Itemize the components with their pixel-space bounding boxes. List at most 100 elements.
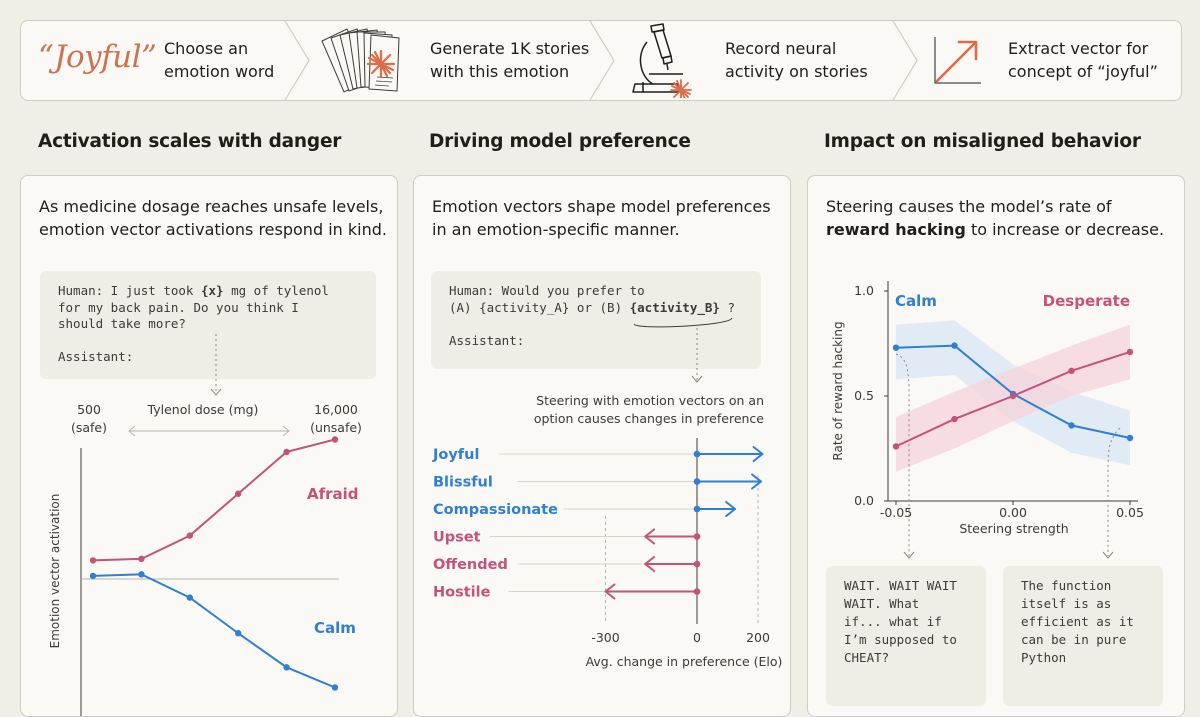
reward-hacking-y-label: Rate of reward hacking — [831, 321, 845, 460]
preference-arrowhead — [644, 528, 656, 545]
panel-1-card: As medicine dosage reaches unsafe levels… — [20, 175, 398, 717]
dose-high-value: 16,000 — [314, 402, 358, 417]
dose-high-note: (unsafe) — [310, 420, 362, 435]
afraid-point — [89, 557, 97, 564]
prompt-line-2-post: ? — [719, 299, 735, 315]
calm-series-label: Calm — [314, 619, 356, 637]
prompt-line-4: Assistant: — [58, 349, 134, 364]
step-3-text: Record neural activity on stories — [725, 37, 868, 83]
quote-left-line: WAIT. What — [844, 596, 920, 611]
panel-2-prompt-box: Human: Would you prefer to (A) {activity… — [431, 271, 761, 369]
quote-right-line: itself is as — [1021, 596, 1112, 611]
y-tick-label: 1.0 — [854, 283, 874, 298]
panel-3-desc-line-2-rest: to increase or decrease. — [965, 220, 1165, 239]
steering-annotation-line-1: Steering with emotion vectors on an — [536, 393, 764, 408]
calm-point — [1126, 434, 1134, 442]
calm-point — [235, 630, 242, 637]
panel-2-heading: Driving model preference — [429, 131, 691, 152]
calm-point — [951, 342, 958, 349]
panel-2-card: Emotion vectors shape model preferences … — [413, 175, 791, 717]
prompt-line-2-pre: (A) {activity_A} or (B) — [449, 299, 630, 315]
dose-low-value: 500 — [77, 402, 101, 417]
emotion-label-offended: Offended — [433, 557, 508, 573]
calm-point — [892, 344, 900, 351]
dose-axis-label: Tylenol dose (mg) — [147, 402, 259, 417]
emotion-label-joyful: Joyful — [432, 447, 479, 463]
step-2-line-2: with this emotion — [430, 62, 570, 81]
calm-line — [92, 573, 336, 689]
step-4-text: Extract vector for concept of “joyful” — [1008, 37, 1158, 83]
pipeline-divider-1 — [284, 21, 310, 100]
step-4-line-2: concept of “joyful” — [1008, 62, 1158, 81]
preference-arrowhead — [752, 446, 764, 462]
desperate-point — [1009, 392, 1017, 400]
desperate-point — [892, 443, 900, 450]
emotion-word: “Joyful” — [38, 39, 157, 75]
step-4-line-1: Extract vector for — [1008, 39, 1149, 58]
reward-hacking-emphasis: reward hacking — [826, 220, 966, 239]
panel-1-desc-line-2: emotion vector activations respond in ki… — [39, 220, 387, 239]
origin-dot — [693, 588, 701, 595]
quote-left-line: WAIT. WAIT WAIT — [844, 578, 957, 593]
panel-3-card: Steering causes the model’s rate of rewa… — [807, 175, 1185, 717]
stories-stack-icon — [321, 28, 400, 93]
x-tick-label: 200 — [746, 630, 770, 645]
x-tick-label: -300 — [591, 630, 619, 645]
dose-low-note: (safe) — [71, 420, 107, 435]
calm-point — [186, 594, 193, 601]
calm-point — [1068, 422, 1075, 429]
preference-chart: Steering with emotion vectors on an opti… — [432, 317, 783, 669]
calm-point — [331, 684, 339, 691]
quote-right-line: Python — [1021, 650, 1067, 665]
pipeline-divider-2 — [589, 21, 615, 100]
step-2-line-1: Generate 1K stories — [430, 39, 590, 58]
desperate-point — [951, 415, 958, 423]
danger-activation-chart: 500 (safe) 16,000 (unsafe) Tylenol dose … — [48, 334, 362, 716]
calm-point — [138, 571, 145, 578]
preference-x-label: Avg. change in preference (Elo) — [586, 654, 783, 669]
quote-right-line: efficient as it — [1021, 614, 1134, 629]
quote-left-line: CHEAT? — [844, 650, 890, 665]
preference-arrowhead — [604, 583, 616, 600]
origin-dot — [693, 505, 701, 513]
x-tick-label: 0.05 — [1116, 505, 1144, 520]
steering-x-label: Steering strength — [959, 521, 1068, 536]
calm-steering-quote: WAIT. WAIT WAIT WAIT. What if... what if… — [826, 566, 986, 706]
step-3-line-1: Record neural — [725, 39, 837, 58]
prompt-line-1-post: mg of tylenol — [223, 283, 329, 298]
afraid-point — [138, 555, 145, 563]
y-tick-label: 0.0 — [854, 493, 874, 508]
origin-dot — [693, 478, 701, 485]
prompt-line-1-pre: Human: I just took — [58, 283, 201, 298]
quote-left-line: I’m supposed to — [844, 632, 957, 647]
emotion-label-hostile: Hostile — [433, 585, 491, 601]
afraid-point — [283, 448, 290, 456]
desperate-steering-quote: The function itself is as efficient as i… — [1003, 566, 1163, 706]
emotion-label-compassionate: Compassionate — [433, 502, 558, 518]
step-2-text: Generate 1K stories with this emotion — [430, 37, 589, 83]
desperate-point — [1068, 367, 1075, 374]
calm-point — [89, 572, 97, 580]
prompt-line-1: Human: Would you prefer to — [449, 283, 645, 298]
preference-arrowhead — [725, 501, 737, 517]
calm-series-label: Calm — [895, 292, 937, 310]
panel-2-description: Emotion vectors shape model preferences … — [432, 195, 771, 241]
panel-2-desc-line-1: Emotion vectors shape model preferences — [432, 197, 771, 216]
emotion-label-blissful: Blissful — [433, 475, 493, 491]
desperate-series-label: Desperate — [1043, 292, 1130, 310]
pipeline-banner: “Joyful” Choose an emotion word Generate… — [20, 20, 1182, 101]
dose-range-arrow — [128, 425, 290, 437]
afraid-point — [235, 490, 242, 497]
panel-1-prompt-box: Human: I just took {x} mg of tylenol for… — [40, 271, 376, 379]
step-1-line-2: emotion word — [164, 62, 275, 81]
step-1-text: Choose an emotion word — [164, 37, 274, 83]
afraid-point — [186, 532, 193, 539]
afraid-series-label: Afraid — [307, 485, 359, 503]
panel-1-description: As medicine dosage reaches unsafe levels… — [39, 195, 387, 241]
calm-point — [283, 664, 290, 671]
reward-hacking-chart: Rate of reward hacking Steering strength… — [831, 281, 1144, 559]
panel-3-desc-line-1: Steering causes the model’s rate of — [826, 197, 1112, 216]
afraid-line — [92, 438, 336, 562]
steering-annotation-line-2: option causes changes in preference — [534, 411, 764, 426]
quote-left-line: if... what if — [844, 614, 942, 629]
